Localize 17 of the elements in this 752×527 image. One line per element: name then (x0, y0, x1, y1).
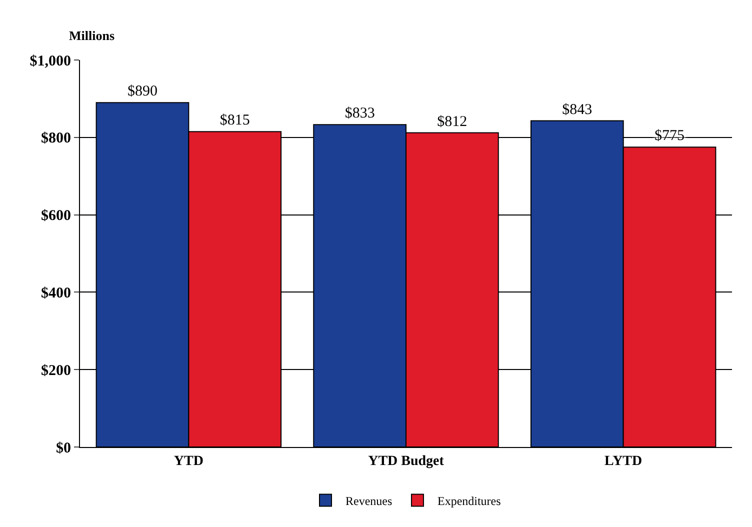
x-tick-label: LYTD (604, 454, 642, 469)
y-axis-title: Millions (69, 28, 115, 43)
data-label: $890 (127, 84, 158, 100)
data-label: $833 (344, 106, 375, 122)
legend-label: Expenditures (437, 494, 502, 508)
x-tick-label: YTD Budget (368, 454, 444, 469)
data-label: $815 (220, 112, 250, 129)
y-tick-label: $400 (41, 285, 71, 302)
x-tick-label: YTD (174, 454, 204, 469)
y-tick-label: $0 (56, 440, 71, 456)
y-tick-label: $600 (41, 208, 71, 224)
data-label: $843 (562, 102, 592, 118)
data-label: $812 (437, 114, 468, 130)
y-tick-label: $1,000 (30, 53, 71, 70)
y-tick-label: $200 (41, 362, 71, 379)
y-tick-label: $800 (41, 130, 71, 147)
legend-label: Revenues (346, 494, 392, 508)
